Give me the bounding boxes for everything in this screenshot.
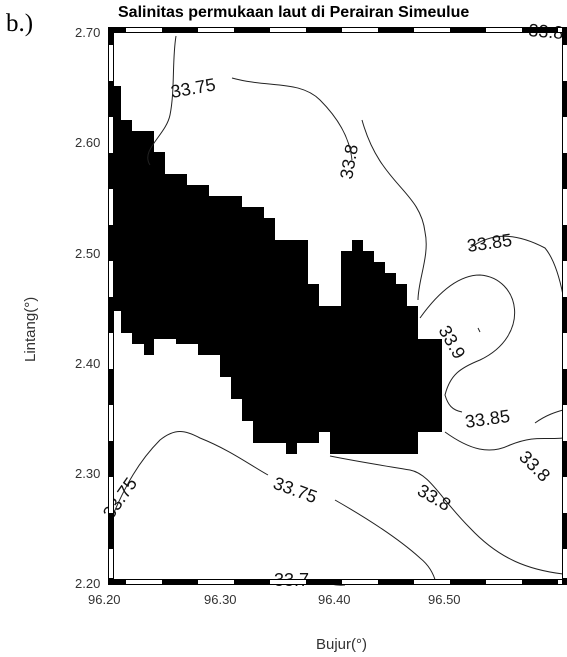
- frame-gap: [342, 28, 378, 32]
- x-tick-label: 96.20: [88, 592, 121, 607]
- y-tick-label: 2.20: [75, 576, 100, 591]
- frame-gap: [109, 549, 113, 578]
- frame-gap: [563, 477, 567, 513]
- contour-line-33-75-south-mid: [334, 499, 437, 584]
- x-tick-label: 96.40: [318, 592, 351, 607]
- contour-line-33-85-inner: [419, 274, 516, 413]
- frame-gap: [563, 189, 567, 225]
- y-tick-label: 2.60: [75, 135, 100, 150]
- contour-line-33-8-southeast: [444, 431, 564, 451]
- contour-line-33-8-north: [361, 119, 427, 301]
- contour-line-33-85-east: [469, 235, 564, 296]
- frame-gap: [563, 45, 567, 81]
- contour-label: 33.85: [466, 230, 513, 256]
- contour-label: 33.75: [169, 74, 217, 102]
- y-tick-label: 2.70: [75, 25, 100, 40]
- contour-line-33-75-north-upper: [231, 77, 353, 161]
- frame-gap: [109, 477, 113, 513]
- contour-line-33-75-north: [147, 35, 177, 166]
- frame-gap: [563, 333, 567, 369]
- frame-gap: [126, 28, 162, 32]
- contour-label: 33.85: [464, 406, 511, 432]
- contour-line-33-9-center: [477, 327, 481, 333]
- map-frame-dashes-top: [108, 27, 567, 33]
- frame-gap: [563, 549, 567, 578]
- frame-gap: [558, 28, 562, 32]
- map-frame-dashes-left: [108, 27, 114, 585]
- x-tick-label: 96.50: [428, 592, 461, 607]
- land-mass: [110, 86, 442, 454]
- contour-line-33-85-south-right: [534, 409, 564, 424]
- frame-gap: [563, 117, 567, 153]
- contour-line-33-75-south: [109, 431, 269, 523]
- frame-gap: [558, 580, 562, 584]
- frame-gap: [109, 261, 113, 297]
- frame-gap: [270, 28, 306, 32]
- frame-gap: [109, 45, 113, 81]
- frame-gap: [198, 28, 234, 32]
- map-frame-dashes-right: [562, 27, 567, 585]
- frame-gap: [109, 333, 113, 369]
- frame-gap: [126, 580, 162, 584]
- frame-gap: [342, 580, 378, 584]
- frame-gap: [563, 405, 567, 441]
- contour-label: 33.8: [414, 480, 454, 515]
- frame-gap: [270, 580, 306, 584]
- contour-line-33-8-south: [329, 455, 564, 575]
- panel-label: b.): [6, 10, 34, 37]
- x-tick-label: 96.30: [204, 592, 237, 607]
- frame-gap: [486, 28, 522, 32]
- y-tick-label: 2.40: [75, 356, 100, 371]
- frame-gap: [109, 117, 113, 153]
- frame-gaps: [109, 28, 567, 584]
- contour-label: 33.8: [336, 143, 362, 181]
- contour-label: 33.75: [271, 473, 320, 507]
- map-title: Salinitas permukaan laut di Perairan Sim…: [118, 4, 470, 21]
- contour-label: 33.8: [515, 447, 554, 486]
- x-axis-label: Bujur(°): [316, 636, 368, 653]
- frame-gap: [486, 580, 522, 584]
- frame-gap: [198, 580, 234, 584]
- y-tick-label: 2.30: [75, 466, 100, 481]
- frame-gap: [563, 261, 567, 297]
- map-frame-dashes-bottom: [108, 579, 567, 585]
- frame-gap: [414, 580, 450, 584]
- contour-label: 33.75: [99, 474, 141, 522]
- frame-gap: [414, 28, 450, 32]
- frame-gap: [109, 189, 113, 225]
- frame-gap: [109, 405, 113, 441]
- y-tick-label: 2.50: [75, 246, 100, 261]
